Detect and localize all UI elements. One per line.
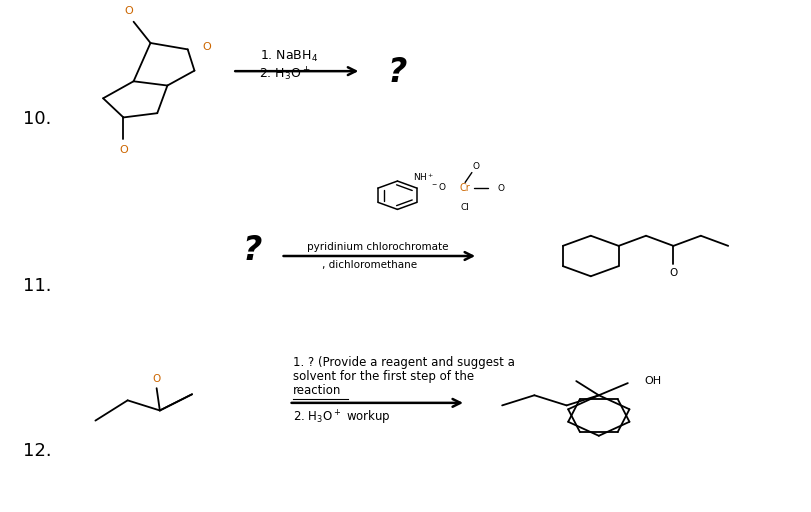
Text: O: O: [498, 184, 504, 193]
Text: O: O: [124, 6, 133, 16]
Text: OH: OH: [644, 376, 661, 386]
Text: O: O: [202, 42, 211, 52]
Text: O: O: [669, 268, 677, 278]
Text: $^-$O: $^-$O: [430, 181, 446, 192]
Text: 2. H$_3$O$^+$ workup: 2. H$_3$O$^+$ workup: [293, 409, 391, 427]
Text: 2. H$_3$O$^+$: 2. H$_3$O$^+$: [259, 66, 311, 83]
Text: O: O: [152, 374, 161, 384]
Text: 1. NaBH$_4$: 1. NaBH$_4$: [260, 49, 318, 63]
Text: pyridinium chlorochromate: pyridinium chlorochromate: [307, 242, 448, 252]
Text: 11.: 11.: [23, 278, 51, 295]
Text: solvent for the first step of the: solvent for the first step of the: [293, 370, 474, 383]
Text: ?: ?: [388, 56, 407, 89]
Text: 1. ? (Provide a reagent and suggest a: 1. ? (Provide a reagent and suggest a: [293, 356, 515, 369]
Text: 10.: 10.: [23, 110, 51, 129]
Text: reaction: reaction: [293, 384, 341, 397]
Text: Cr: Cr: [460, 183, 470, 193]
Text: 12.: 12.: [23, 442, 52, 460]
Text: , dichloromethane: , dichloromethane: [322, 260, 417, 270]
Text: ?: ?: [242, 234, 262, 267]
Text: O: O: [473, 162, 480, 172]
Text: NH$^+$: NH$^+$: [414, 171, 434, 183]
Text: O: O: [119, 145, 128, 156]
Text: Cl: Cl: [461, 203, 470, 212]
